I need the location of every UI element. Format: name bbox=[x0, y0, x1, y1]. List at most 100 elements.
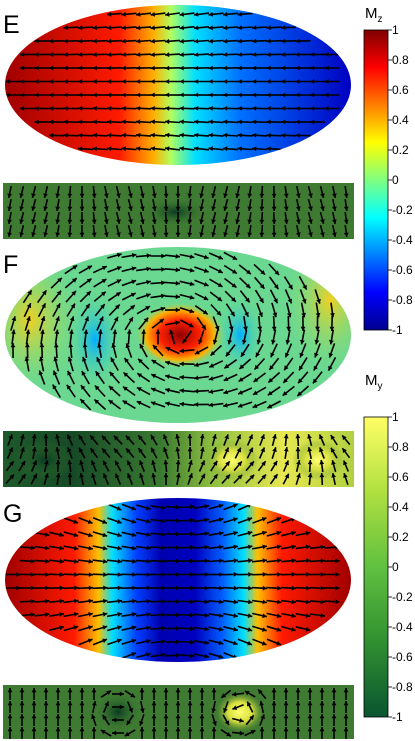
strip-arrow-head bbox=[175, 447, 181, 452]
field-arrow-head bbox=[45, 585, 50, 591]
strip-arrow-head bbox=[343, 688, 349, 693]
strip-arrow-head bbox=[140, 708, 145, 713]
field-arrow-head bbox=[165, 25, 170, 31]
field-arrow-head bbox=[101, 279, 107, 284]
colorbar-tick-label: 0.2 bbox=[392, 143, 409, 157]
field-arrow-head bbox=[281, 119, 286, 125]
strip-arrow-head bbox=[247, 232, 253, 237]
field-arrow-head bbox=[188, 322, 194, 328]
field-arrow-head bbox=[335, 558, 340, 564]
field-arrow-head bbox=[175, 599, 180, 604]
field-arrow-head bbox=[217, 282, 223, 287]
field-arrow-head bbox=[282, 391, 288, 396]
field-arrow-head bbox=[223, 376, 229, 381]
field-arrow-head bbox=[161, 572, 166, 577]
strip-arrow-head bbox=[224, 447, 229, 453]
ellipse-e bbox=[5, 5, 351, 165]
field-arrow-head bbox=[252, 52, 257, 57]
strip-arrow-head bbox=[79, 701, 85, 706]
strip-arrow-head bbox=[43, 232, 48, 237]
strip-arrow-head bbox=[19, 688, 25, 693]
field-arrow-head bbox=[190, 517, 195, 523]
panel-e: E bbox=[3, 5, 354, 239]
field-arrow-head bbox=[161, 253, 166, 259]
ellipse-g bbox=[5, 498, 351, 662]
field-arrow-head bbox=[179, 388, 184, 394]
field-arrow-head bbox=[175, 267, 180, 273]
field-arrow-head bbox=[189, 295, 195, 300]
field-arrow-head bbox=[266, 52, 271, 57]
strip-arrow-head bbox=[199, 714, 205, 719]
field-arrow-head bbox=[194, 119, 199, 125]
field-arrow-head bbox=[107, 92, 112, 98]
strip-arrow-head bbox=[271, 193, 277, 198]
field-arrow-head bbox=[175, 558, 180, 564]
strip-arrow-head bbox=[235, 219, 240, 224]
field-arrow-head bbox=[87, 638, 93, 643]
strip-arrow-head bbox=[127, 473, 132, 479]
field-arrow-head bbox=[74, 559, 79, 564]
field-arrow-head bbox=[69, 329, 74, 334]
strip-arrow-head bbox=[308, 206, 313, 211]
strip-arrow-head bbox=[91, 219, 97, 224]
strip-arrow-head bbox=[112, 730, 117, 736]
field-arrow-head bbox=[190, 626, 195, 632]
strip-arrow-head bbox=[259, 219, 265, 224]
field-arrow-head bbox=[165, 12, 170, 17]
field-arrow-head bbox=[49, 52, 54, 57]
strip-arrow-head bbox=[43, 714, 49, 719]
field-arrow-head bbox=[10, 343, 16, 348]
strip-arrow-head bbox=[320, 232, 325, 237]
field-arrow-head bbox=[288, 284, 293, 290]
field-arrow-head bbox=[203, 295, 209, 301]
strip-f-bright-spot bbox=[206, 440, 258, 480]
strip-arrow-head bbox=[7, 727, 13, 732]
strip-arrow-head bbox=[188, 460, 193, 465]
field-arrow-head bbox=[247, 517, 253, 522]
colorbar-my-title: My bbox=[365, 372, 383, 392]
field-arrow-head bbox=[59, 532, 64, 538]
strip-arrow-head bbox=[175, 473, 181, 478]
field-arrow-head bbox=[102, 625, 108, 630]
strip-arrow-head bbox=[223, 219, 228, 224]
field-arrow-head bbox=[204, 653, 209, 659]
field-arrow-head bbox=[49, 65, 54, 71]
strip-arrow-head bbox=[103, 460, 108, 466]
field-arrow-head bbox=[41, 303, 46, 309]
strip-arrow-head bbox=[175, 434, 180, 439]
strip-arrow-head bbox=[259, 727, 265, 732]
strip-arrow-head bbox=[296, 219, 301, 224]
strip-arrow-head bbox=[8, 447, 13, 453]
field-arrow-head bbox=[34, 65, 39, 71]
strip-arrow-head bbox=[247, 193, 253, 198]
field-arrow-head bbox=[136, 38, 141, 44]
field-arrow-head bbox=[131, 505, 136, 511]
field-arrow-head bbox=[80, 399, 85, 404]
field-arrow-head bbox=[72, 265, 78, 270]
strip-arrow-head bbox=[343, 473, 348, 478]
field-arrow-head bbox=[237, 79, 242, 84]
field-arrow-head bbox=[136, 132, 141, 138]
strip-arrow-head bbox=[224, 434, 229, 440]
strip-arrow-head bbox=[44, 473, 49, 478]
strip-arrow-head bbox=[296, 460, 301, 465]
field-arrow-head bbox=[92, 106, 97, 111]
strip-arrow-head bbox=[9, 461, 14, 466]
strip-arrow-head bbox=[116, 206, 121, 211]
field-arrow-head bbox=[161, 532, 166, 537]
field-arrow-head bbox=[63, 133, 68, 138]
field-arrow-head bbox=[272, 312, 278, 318]
strip-arrow-head bbox=[55, 219, 61, 224]
field-arrow-head bbox=[150, 106, 155, 111]
field-arrow-head bbox=[179, 12, 184, 17]
field-arrow-head bbox=[274, 284, 279, 290]
field-arrow-head bbox=[297, 391, 303, 396]
field-arrow-head bbox=[208, 79, 213, 84]
strip-arrow-head bbox=[283, 701, 289, 706]
field-arrow-head bbox=[161, 585, 166, 591]
field-arrow-head bbox=[165, 92, 170, 98]
strip-arrow-head bbox=[295, 688, 301, 693]
field-arrow-head bbox=[175, 294, 180, 300]
field-arrow-head bbox=[179, 361, 184, 367]
field-arrow-head bbox=[245, 283, 251, 289]
